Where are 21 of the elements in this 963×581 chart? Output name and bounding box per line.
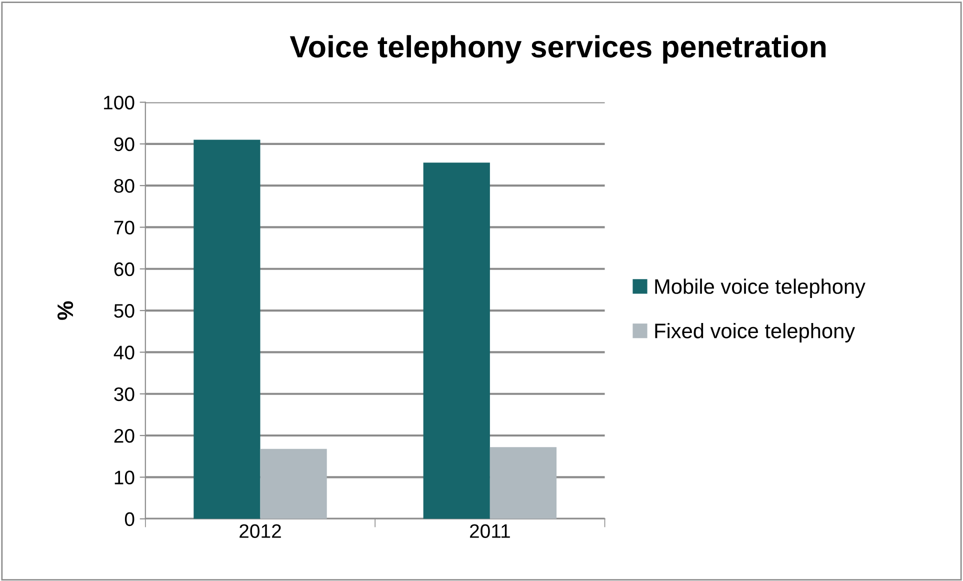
y-tick-label: 60 xyxy=(114,262,134,276)
y-tick-label: 10 xyxy=(114,470,134,484)
y-tick-label: 40 xyxy=(114,346,134,360)
y-axis-title: % xyxy=(57,301,74,320)
y-tick-label: 20 xyxy=(114,428,134,443)
bar xyxy=(260,448,327,519)
y-tick-label: 0 xyxy=(124,512,134,526)
bar xyxy=(194,140,260,519)
chart-title: Voice telephony services penetration xyxy=(290,35,826,64)
bar xyxy=(490,447,557,519)
y-tick-label: 90 xyxy=(114,137,134,152)
legend-label: Fixed voice telephony xyxy=(655,323,856,342)
legend-label: Mobile voice telephony xyxy=(655,278,866,298)
y-tick-label: 50 xyxy=(114,304,134,318)
y-tick-label: 70 xyxy=(114,220,134,234)
y-tick-label: 100 xyxy=(104,96,134,110)
x-tick-label: 2012 xyxy=(240,524,281,538)
y-tick-label: 30 xyxy=(114,387,134,402)
bar xyxy=(423,162,490,519)
y-tick-label: 80 xyxy=(114,179,134,193)
x-tick-label: 2011 xyxy=(470,524,510,538)
